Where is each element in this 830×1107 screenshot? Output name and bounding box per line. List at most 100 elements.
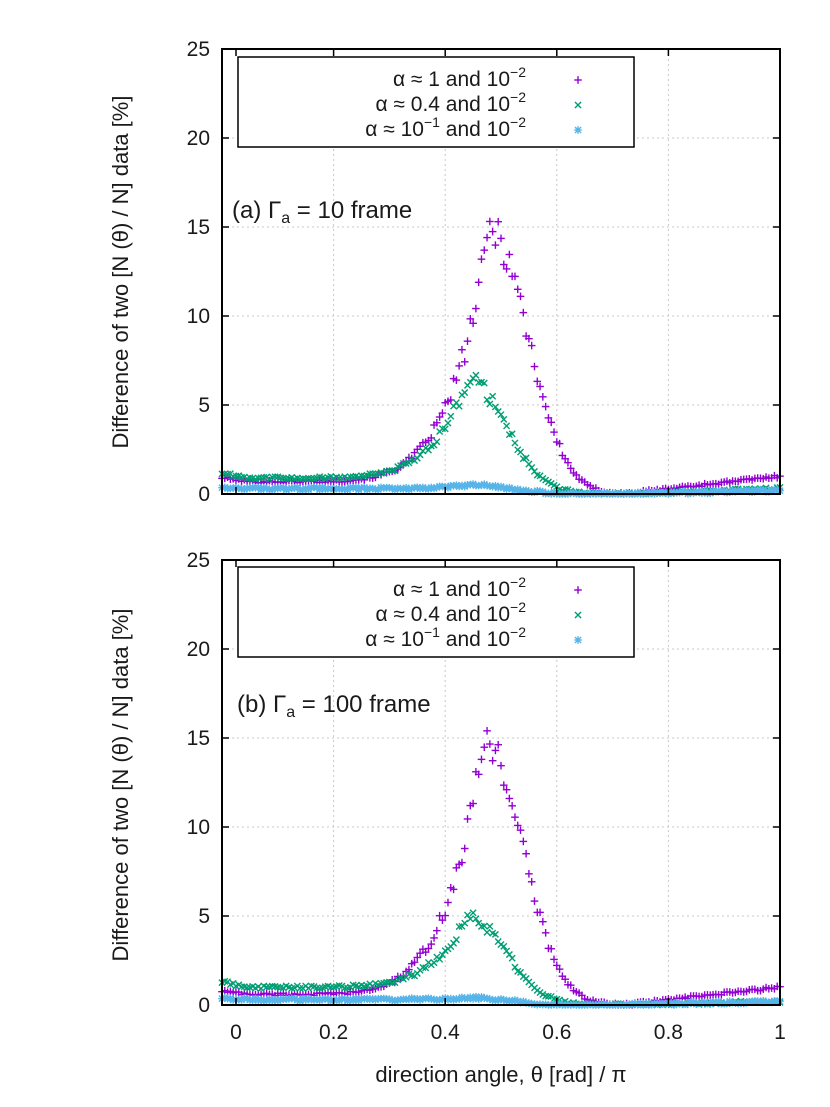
data-point-107 — [516, 968, 525, 976]
data-point-54 — [369, 470, 377, 478]
data-point-117 — [544, 992, 552, 1000]
data-point-103 — [505, 794, 514, 803]
data-point-109 — [522, 454, 530, 462]
data-point-95 — [483, 233, 491, 242]
data-point-69 — [410, 958, 419, 966]
data-point-96 — [486, 400, 494, 408]
x-axis-label: direction angle, θ [rad] / π — [375, 1062, 626, 1087]
legend-entry-0: α ≈ 1 and 10−2 — [393, 574, 582, 601]
data-point-105 — [511, 813, 519, 821]
legend-entry-2: α ≈ 10−1 and 10−2 — [365, 624, 582, 651]
data-point-34 — [313, 984, 321, 992]
data-point-46 — [346, 473, 354, 481]
data-point-42 — [335, 474, 343, 482]
data-point-19 — [271, 473, 279, 481]
data-point-110 — [525, 334, 533, 343]
data-point-74 — [424, 944, 433, 953]
data-point-121 — [555, 439, 564, 448]
data-point-115 — [539, 393, 547, 401]
data-point-86 — [458, 345, 466, 354]
data-point-105 — [511, 439, 519, 447]
data-point-9 — [243, 984, 251, 992]
data-point-93 — [477, 255, 486, 263]
data-point-110 — [525, 870, 533, 878]
data-point-106 — [513, 821, 522, 830]
data-point-116 — [541, 402, 550, 411]
data-point-84 — [452, 481, 461, 489]
data-point-104 — [508, 430, 516, 438]
data-point-92 — [474, 770, 483, 779]
data-point-102 — [502, 265, 511, 273]
data-point-107 — [516, 448, 525, 456]
data-point-104 — [508, 802, 516, 810]
data-point-116 — [541, 929, 550, 937]
data-point-62 — [391, 467, 399, 475]
data-point-82 — [447, 412, 455, 420]
data-point-79 — [438, 916, 447, 924]
y-tick-label: 15 — [187, 727, 210, 750]
y-tick-label: 20 — [187, 127, 210, 150]
data-point-81 — [444, 898, 452, 907]
data-point-32 — [307, 475, 315, 483]
data-point-79 — [438, 409, 447, 417]
data-point-119 — [550, 955, 558, 964]
series-1 — [218, 371, 784, 498]
x-tick-label: 1 — [774, 1021, 786, 1044]
data-point-91 — [472, 915, 480, 923]
data-point-39 — [327, 983, 335, 991]
data-point-83 — [449, 885, 458, 894]
y-tick-label: 25 — [187, 549, 210, 572]
data-point-93 — [477, 755, 486, 764]
data-point-85 — [455, 362, 463, 370]
data-point-60 — [385, 467, 393, 475]
data-point-102 — [503, 422, 511, 430]
data-point-123 — [561, 454, 569, 463]
data-point-94 — [480, 743, 489, 752]
data-point-102 — [502, 785, 511, 794]
x-tick-label: 0.4 — [431, 1021, 461, 1044]
data-point-80 — [441, 425, 449, 433]
data-point-28 — [296, 984, 304, 992]
data-point-76 — [430, 959, 438, 967]
data-point-114 — [536, 382, 544, 391]
data-point-101 — [499, 260, 508, 269]
series-0 — [218, 727, 784, 1009]
y-tick-label: 5 — [198, 905, 210, 928]
data-point-95 — [483, 396, 491, 404]
data-point-118 — [547, 418, 556, 427]
data-point-100 — [497, 761, 505, 770]
data-point-74 — [424, 446, 432, 454]
data-point-legend-1 — [574, 611, 582, 619]
legend-entry-1: α ≈ 0.4 and 10−2 — [375, 599, 582, 626]
data-point-75 — [427, 434, 436, 442]
data-point-111 — [527, 341, 536, 350]
data-point-55 — [371, 996, 380, 1004]
data-point-90 — [469, 909, 477, 917]
data-point-55 — [371, 470, 379, 478]
data-point-70 — [413, 953, 422, 962]
data-point-94 — [480, 379, 488, 387]
data-point-96 — [486, 217, 494, 226]
data-point-113 — [533, 377, 542, 386]
data-point-108 — [519, 837, 528, 846]
data-point-125 — [566, 464, 575, 473]
data-point-116 — [542, 992, 550, 1000]
data-point-123 — [561, 975, 569, 984]
data-point-109 — [522, 849, 530, 858]
data-point-125 — [566, 981, 575, 989]
data-point-75 — [427, 940, 436, 948]
panel-label: (a) Γa = 10 frame — [232, 197, 412, 227]
data-point-90 — [469, 799, 477, 808]
data-point-52 — [363, 994, 371, 1003]
data-point-112 — [530, 897, 539, 905]
data-point-77 — [433, 926, 441, 935]
plot-frame — [221, 48, 781, 495]
data-point-96 — [486, 922, 494, 930]
data-point-legend-0 — [574, 76, 582, 84]
data-point-97 — [488, 756, 497, 765]
data-point-88 — [463, 337, 472, 345]
series-0 — [218, 217, 784, 498]
panel-label: (b) Γa = 100 frame — [237, 691, 431, 721]
data-point-77 — [433, 418, 441, 427]
data-point-7 — [237, 983, 246, 991]
